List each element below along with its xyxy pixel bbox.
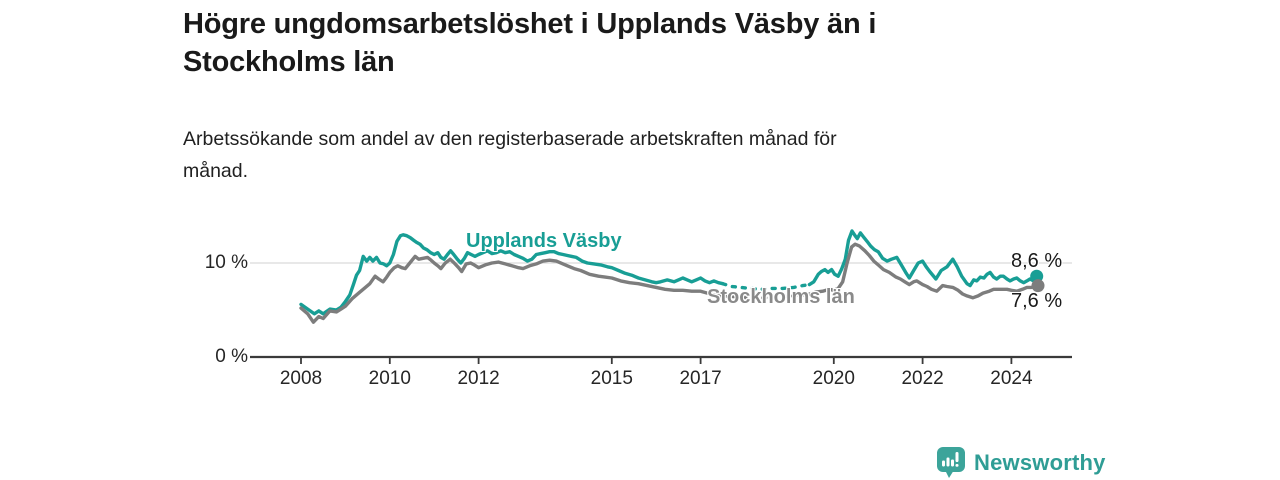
series-line-upplands-vasby — [807, 229, 1039, 288]
chart-subtitle: Arbetssökande som andel av den registerb… — [183, 128, 837, 183]
series-label-upplands-vasby: Upplands Väsby — [466, 230, 622, 252]
page-title: Högre ungdomsarbetslöshet i Upplands Väs… — [183, 8, 877, 79]
series-line-stockholms-lan — [807, 242, 1040, 300]
newsworthy-logo-text: Newsworthy — [974, 449, 1106, 475]
series-line-stockholms-lan — [299, 254, 725, 324]
series-line-upplands-vasby-dashed — [721, 282, 812, 291]
series-line-stockholms-lan-dashed — [721, 292, 812, 300]
end-dot-stockholms-lan — [1031, 279, 1045, 293]
newsworthy-logo: Newsworthy — [936, 446, 1106, 479]
series-line-upplands-vasby — [299, 233, 725, 316]
end-value-label-upplands-vasby: 8,6 % — [1011, 250, 1063, 272]
bar-chart-speech-bubble-icon — [937, 447, 965, 478]
end-value-label-stockholms-lan: 7,6 % — [1011, 290, 1063, 312]
series-label-stockholms-lan: Stockholms län — [707, 286, 855, 308]
